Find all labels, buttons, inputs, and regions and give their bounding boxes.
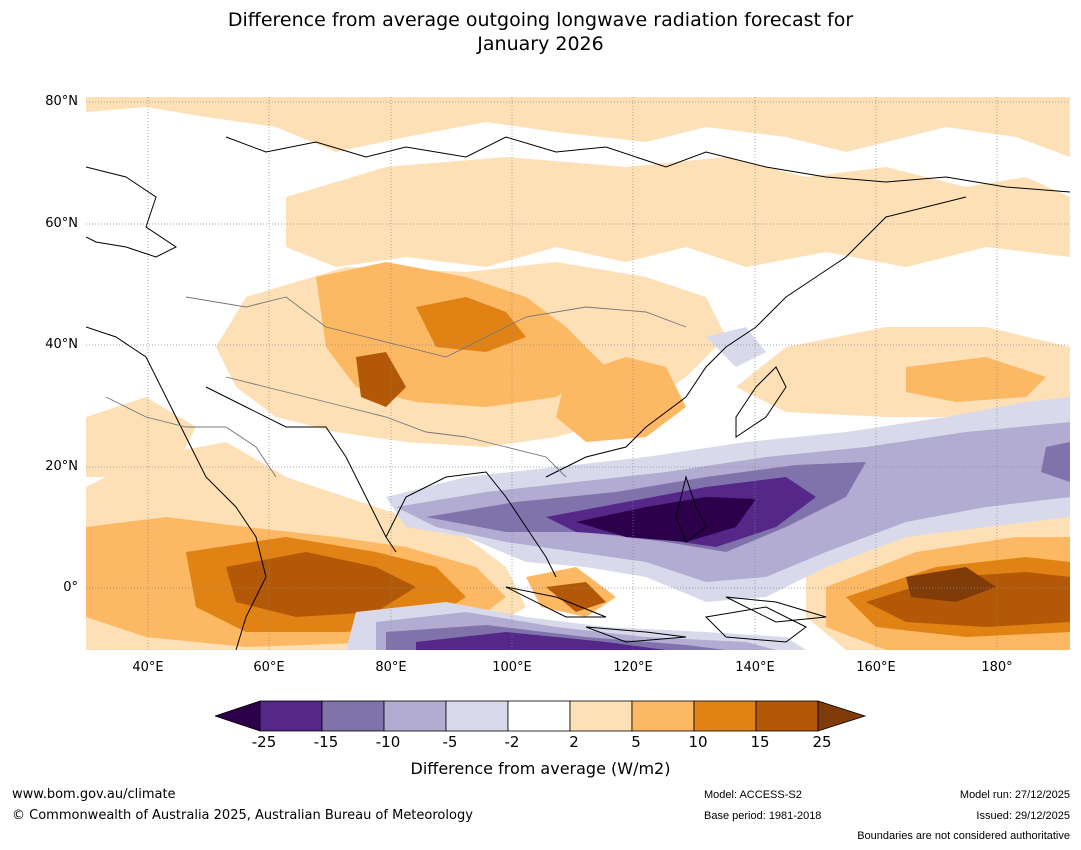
olr-anomaly-map <box>86 97 1070 650</box>
colorbar <box>215 700 867 732</box>
country-borders <box>105 296 687 478</box>
colorbar-bin <box>569 700 633 732</box>
graticule <box>86 97 1070 650</box>
lat-label-equator: 0° <box>63 580 78 595</box>
coastlines <box>86 136 1070 650</box>
positive-anomaly-regions <box>86 97 1070 650</box>
colorbar-tick: -25 <box>251 733 277 751</box>
colorbar-bin <box>383 700 447 732</box>
colorbar-tick: -10 <box>375 733 401 751</box>
lon-label-140e: 140°E <box>735 660 775 675</box>
colorbar-tick: -5 <box>442 733 458 751</box>
lon-label-40e: 40°E <box>132 660 164 675</box>
model-run-date: Model run: 27/12/2025 <box>959 789 1070 801</box>
model-name: Model: ACCESS-S2 <box>704 789 802 801</box>
colorbar-tick: 15 <box>750 733 770 751</box>
lon-label-80e: 80°E <box>375 660 407 675</box>
issued-date: Issued: 29/12/2025 <box>976 810 1070 822</box>
colorbar-label: Difference from average (W/m2) <box>410 759 671 778</box>
lat-label-40n: 40°N <box>45 337 78 352</box>
colorbar-extend-low <box>215 700 261 732</box>
lat-label-20n: 20°N <box>45 459 78 474</box>
colorbar-tick: -15 <box>313 733 339 751</box>
colorbar-tick: 25 <box>812 733 832 751</box>
colorbar-tick: 2 <box>569 733 579 751</box>
colorbar-bin <box>693 700 757 732</box>
boundaries-disclaimer: Boundaries are not considered authoritat… <box>857 830 1070 842</box>
colorbar-tick: 5 <box>631 733 641 751</box>
title-line-2: January 2026 <box>477 33 604 55</box>
map-title: Difference from average outgoing longwav… <box>0 8 1081 56</box>
colorbar-bin <box>321 700 385 732</box>
map-canvas <box>86 97 1070 650</box>
colorbar-extend-high <box>817 700 867 732</box>
colorbar-tick: 10 <box>688 733 708 751</box>
negative-anomaly-regions <box>346 327 1070 650</box>
lon-label-160e: 160°E <box>856 660 896 675</box>
lat-label-80n: 80°N <box>45 94 78 109</box>
base-period: Base period: 1981-2018 <box>704 810 822 822</box>
lon-label-60e: 60°E <box>253 660 285 675</box>
lon-label-120e: 120°E <box>613 660 653 675</box>
lon-label-100e: 100°E <box>492 660 532 675</box>
colorbar-bin <box>445 700 509 732</box>
lat-label-60n: 60°N <box>45 216 78 231</box>
colorbar-tick: -2 <box>504 733 520 751</box>
lon-label-180: 180° <box>981 660 1013 675</box>
colorbar-bin <box>259 700 323 732</box>
colorbar-bin <box>507 700 571 732</box>
title-line-1: Difference from average outgoing longwav… <box>227 9 854 31</box>
colorbar-bin <box>755 700 819 732</box>
bom-climate-link[interactable]: www.bom.gov.au/climate <box>12 787 176 802</box>
colorbar-bin <box>631 700 695 732</box>
copyright-text: © Commonwealth of Australia 2025, Austra… <box>12 808 473 823</box>
